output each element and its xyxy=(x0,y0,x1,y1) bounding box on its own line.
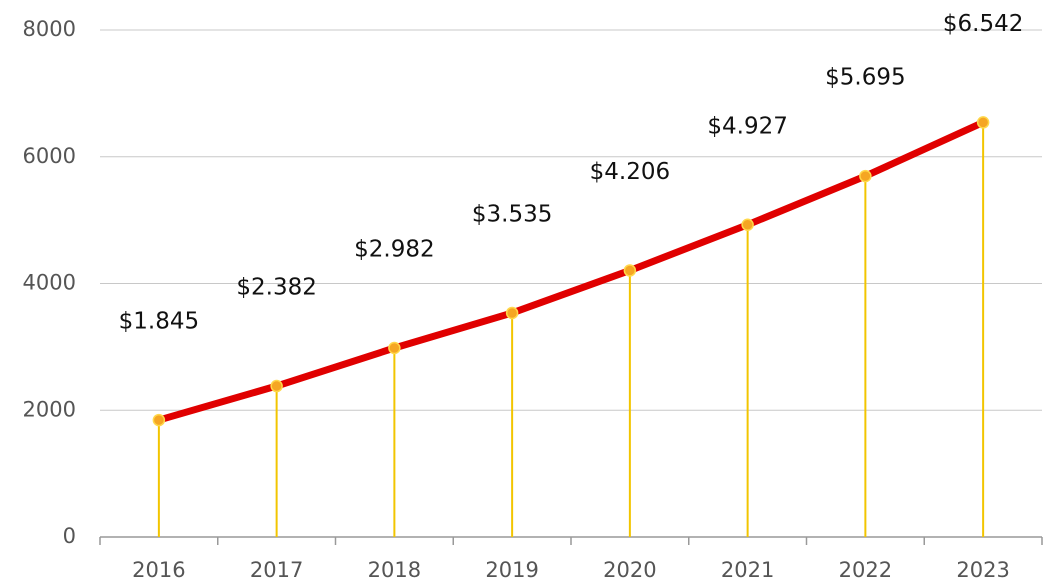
data-label: $1.845 xyxy=(119,309,199,335)
data-label: $5.695 xyxy=(825,65,905,91)
y-tick-label: 6000 xyxy=(23,144,76,168)
data-label: $4.927 xyxy=(707,113,787,139)
marker xyxy=(270,379,283,393)
data-label: $3.535 xyxy=(472,201,552,227)
marker xyxy=(505,306,519,320)
x-tick-label: 2021 xyxy=(721,558,774,582)
x-tick-label: 2018 xyxy=(368,558,421,582)
marker xyxy=(623,264,637,277)
data-label: $2.382 xyxy=(236,275,316,301)
x-tick-label: 2022 xyxy=(839,558,892,582)
marker xyxy=(976,116,990,129)
y-tick-label: 4000 xyxy=(23,271,76,295)
marker xyxy=(152,413,166,427)
marker xyxy=(859,169,872,183)
marker xyxy=(741,218,754,232)
x-tick-label: 2017 xyxy=(250,558,303,582)
data-label: $2.982 xyxy=(354,237,434,263)
x-tick-label: 2023 xyxy=(956,558,1009,582)
y-tick-label: 8000 xyxy=(23,17,76,41)
y-tick-label: 2000 xyxy=(23,397,76,421)
marker xyxy=(388,341,401,355)
x-tick-label: 2019 xyxy=(485,558,538,582)
data-label: $4.206 xyxy=(590,159,670,185)
data-label: $6.542 xyxy=(943,11,1023,37)
line xyxy=(155,118,987,424)
x-tick-label: 2020 xyxy=(603,558,656,582)
y-tick-label: 0 xyxy=(63,524,76,548)
x-tick-label: 2016 xyxy=(132,558,185,582)
